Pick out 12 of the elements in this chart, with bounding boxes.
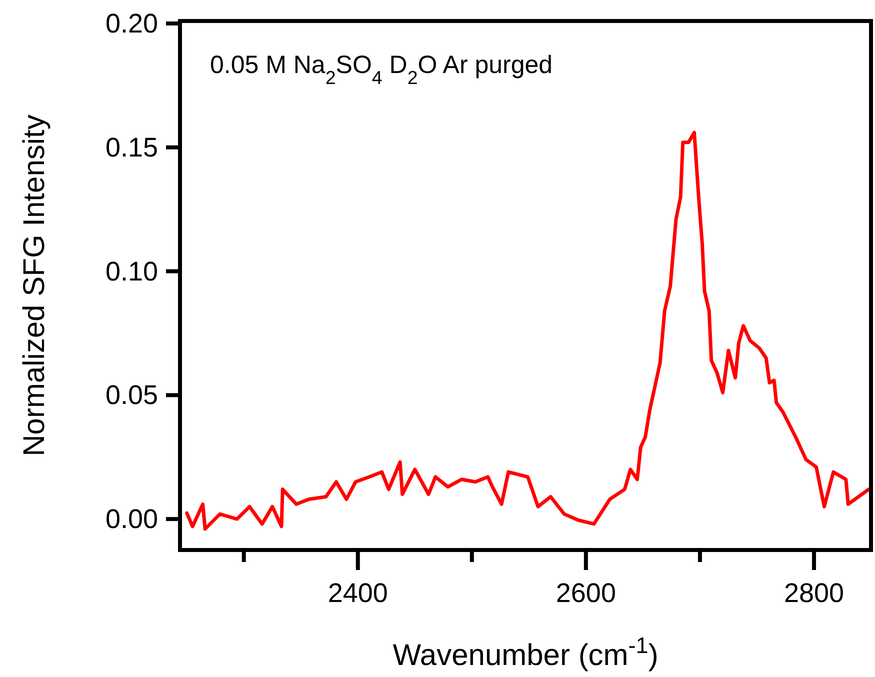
y-tick-label: 0.00 (105, 504, 158, 534)
x-tick-label: 2400 (328, 578, 388, 608)
y-tick-label: 0.15 (105, 132, 158, 162)
line-series (185, 130, 870, 531)
y-tick-label: 0.20 (105, 8, 158, 38)
x-tick-label: 2600 (556, 578, 616, 608)
y-tick-label: 0.10 (105, 256, 158, 286)
y-tick-label: 0.05 (105, 380, 158, 410)
x-tick-label: 2800 (784, 578, 844, 608)
y-axis-title: Normalized SFG Intensity (18, 114, 51, 456)
x-axis-title: Wavenumber (cm$^{-1}$) (392, 632, 658, 672)
annotation: 0.05 M Na$_{2}$SO$_{4}$ D$_{2}$O Ar purged (210, 51, 553, 88)
